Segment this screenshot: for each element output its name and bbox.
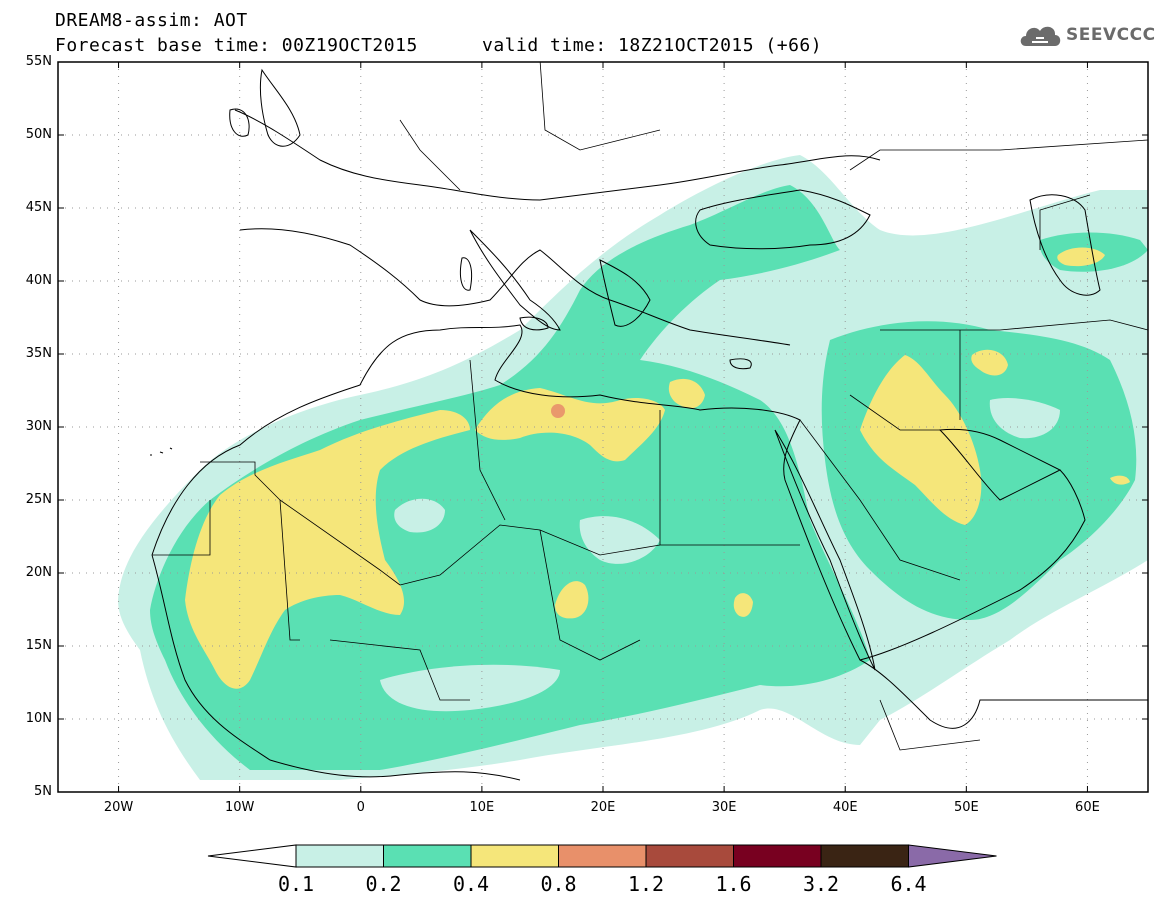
colorbar-level-label: 0.8 bbox=[540, 872, 577, 896]
border bbox=[152, 500, 211, 556]
cloud-logo-icon bbox=[1020, 26, 1061, 46]
lat-label: 15N bbox=[25, 638, 52, 653]
border bbox=[279, 499, 401, 586]
colorbar-box bbox=[645, 844, 734, 868]
aot-band-0.2 bbox=[150, 185, 870, 770]
lat-label: 50N bbox=[25, 127, 52, 142]
sicily bbox=[519, 316, 549, 331]
aot-band-0.1 bbox=[989, 398, 1060, 439]
base-time-label: Forecast base time: 00Z19OCT2015 bbox=[55, 35, 418, 56]
border bbox=[200, 461, 300, 641]
colorbar-box bbox=[733, 844, 822, 868]
lon-label: 10E bbox=[469, 800, 495, 815]
valid-time-label: valid time: 18Z21OCT2015 (+66) bbox=[482, 35, 823, 56]
black-sea bbox=[695, 189, 871, 250]
persian-gulf bbox=[938, 428, 1062, 501]
greece bbox=[599, 259, 651, 327]
europe-north bbox=[234, 109, 881, 201]
border bbox=[880, 319, 1148, 331]
colorbar-level-label: 0.4 bbox=[452, 872, 490, 896]
aot-field bbox=[118, 155, 1148, 780]
lat-label: 5N bbox=[34, 784, 52, 799]
lon-label: 0 bbox=[356, 800, 365, 815]
lon-label: 50E bbox=[953, 800, 979, 815]
border bbox=[399, 119, 461, 191]
aot-band-0.1 bbox=[380, 664, 560, 712]
aot-band-0.1 bbox=[394, 498, 445, 533]
aot-band-0.4 bbox=[668, 378, 705, 409]
colorbar-level-label: 1.2 bbox=[627, 872, 665, 896]
colorbar-level-label: 3.2 bbox=[802, 872, 840, 896]
colorbar-box bbox=[470, 844, 559, 868]
british-isles bbox=[259, 68, 301, 147]
border bbox=[329, 639, 470, 701]
map-gridlines bbox=[58, 62, 1148, 792]
lon-label: 60E bbox=[1075, 800, 1100, 815]
border bbox=[849, 394, 940, 431]
lat-label: 30N bbox=[25, 419, 52, 434]
aot-band-0.4 bbox=[860, 355, 982, 525]
lon-label: 20E bbox=[590, 800, 616, 815]
lon-label: 40E bbox=[832, 800, 858, 815]
border bbox=[1039, 194, 1091, 250]
border bbox=[849, 139, 1148, 171]
aot-band-0.4 bbox=[555, 581, 589, 619]
border bbox=[879, 699, 981, 751]
seevccc-logo: SEEVCCC bbox=[1018, 20, 1156, 50]
model-title: DREAM8-assim: AOT bbox=[55, 10, 248, 31]
lon-label: 20W bbox=[103, 800, 134, 815]
colorbar-min-arrow bbox=[207, 844, 297, 868]
border bbox=[799, 419, 961, 581]
lat-label: 25N bbox=[25, 492, 52, 507]
red-sea bbox=[774, 429, 876, 671]
colorbar-box bbox=[558, 844, 647, 868]
colorbar-level-label: 0.1 bbox=[277, 872, 315, 896]
coastlines bbox=[150, 68, 1148, 781]
sardinia bbox=[459, 257, 473, 291]
lat-label: 40N bbox=[25, 273, 52, 288]
country-borders bbox=[152, 62, 1148, 751]
logo-text: SEEVCCC bbox=[1066, 25, 1156, 45]
colorbar-level-label: 1.6 bbox=[715, 872, 752, 896]
cyprus bbox=[729, 358, 752, 370]
aot-band-0.4 bbox=[475, 388, 665, 462]
lon-label: 30E bbox=[711, 800, 737, 815]
axis-ticks bbox=[58, 61, 1148, 793]
colorbar-level-label: 0.2 bbox=[365, 872, 402, 896]
lat-label: 10N bbox=[25, 711, 52, 726]
aot-band-0.4 bbox=[971, 349, 1008, 376]
lat-label: 45N bbox=[25, 200, 52, 215]
border bbox=[659, 410, 800, 546]
italy bbox=[469, 229, 561, 331]
colorbar bbox=[207, 844, 997, 868]
border bbox=[469, 359, 506, 521]
arabia-coast bbox=[859, 469, 1086, 661]
colorbar-level-label: 6.4 bbox=[890, 872, 927, 896]
aot-band-0.4 bbox=[185, 410, 470, 689]
colorbar-max-arrow bbox=[908, 844, 997, 868]
aot-band-0.8 bbox=[551, 404, 565, 418]
aot-band-0.4 bbox=[1110, 475, 1130, 485]
lat-label: 55N bbox=[25, 54, 52, 69]
lat-label: 20N bbox=[25, 565, 52, 580]
lon-label: 10W bbox=[224, 800, 255, 815]
colorbar-box bbox=[383, 844, 472, 868]
africa-coastline bbox=[151, 324, 1148, 729]
border bbox=[539, 529, 641, 661]
ireland bbox=[229, 108, 250, 137]
aot-band-0.1 bbox=[579, 516, 660, 564]
aot-band-0.4 bbox=[733, 593, 753, 617]
europe-coast bbox=[239, 228, 791, 346]
lat-label: 35N bbox=[25, 346, 52, 361]
colorbar-box bbox=[820, 844, 909, 868]
border bbox=[539, 62, 661, 151]
west-africa-coast bbox=[151, 554, 521, 781]
colorbar-box bbox=[295, 844, 384, 868]
aot-band-0.4 bbox=[1057, 247, 1105, 267]
canary-islands bbox=[150, 447, 173, 456]
border bbox=[399, 524, 661, 586]
